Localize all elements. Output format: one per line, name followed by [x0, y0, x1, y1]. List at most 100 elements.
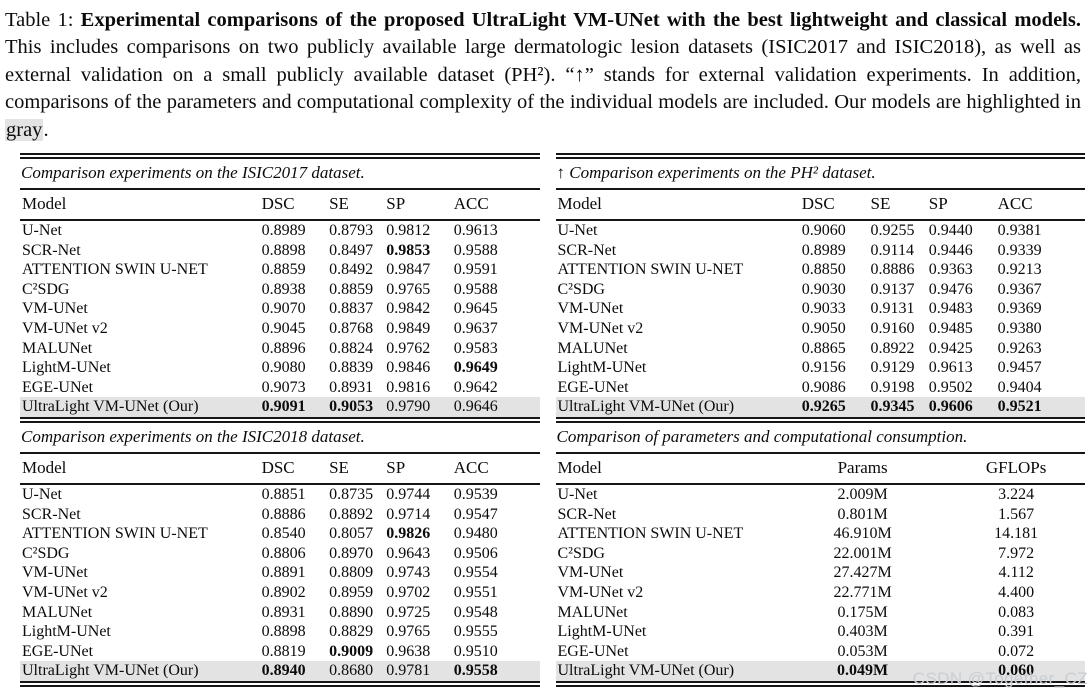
- metric-value: 0.9790: [386, 398, 431, 416]
- column-header: Model: [557, 457, 602, 477]
- caption-period: .: [43, 118, 49, 141]
- column-header: DSC: [801, 194, 835, 214]
- metric-value: 0.9826: [386, 525, 431, 543]
- column-header: SP: [386, 457, 406, 477]
- model-name: EGE-UNet: [557, 642, 629, 660]
- model-name: U-Net: [557, 222, 598, 240]
- metric-value: 0.9339: [997, 241, 1042, 259]
- table-row: VM-UNet v2 22.771M 4.400: [556, 583, 1086, 603]
- metric-value: 0.9643: [386, 544, 431, 562]
- metric-value: 0.083: [998, 603, 1035, 621]
- metric-value: 0.060: [998, 662, 1035, 680]
- subtable-title: Comparison experiments on the ISIC2017 d…: [21, 163, 365, 183]
- highlighted-table-row: UltraLight VM-UNet (Our) 0.9091 0.9053 0.97…: [20, 397, 540, 417]
- model-name: EGE-UNet: [557, 378, 629, 396]
- table-row: VM-UNet v2 0.9050 0.9160 0.9485 0.9380: [556, 319, 1086, 339]
- table-row: U-Net 0.8851 0.8735 0.9744 0.9539: [20, 485, 540, 505]
- metric-value: 0.9765: [386, 623, 431, 641]
- metric-value: 0.9198: [870, 378, 915, 396]
- table-row: MALUNet 0.8896 0.8824 0.9762 0.9583: [20, 339, 540, 359]
- metric-value: 0.9030: [801, 280, 846, 298]
- metric-value: 0.801M: [837, 505, 888, 523]
- model-name: VM-UNet: [22, 300, 88, 318]
- metric-value: 0.9446: [928, 241, 973, 259]
- table-row: VM-UNet 0.8891 0.8809 0.9743 0.9554: [20, 563, 540, 583]
- table-row: ATTENTION SWIN U-NET 0.8859 0.8492 0.9847 0.…: [20, 260, 540, 280]
- table-row: LightM-UNet 0.8898 0.8829 0.9765 0.9555: [20, 622, 540, 642]
- model-name: ATTENTION SWIN U-NET: [557, 525, 744, 543]
- metric-value: 0.9425: [928, 339, 973, 357]
- tables-grid: Comparison experiments on the ISIC2017 d…: [0, 144, 1089, 687]
- model-name: VM-UNet v2: [22, 583, 108, 601]
- column-header: ACC: [453, 457, 489, 477]
- metric-value: 0.9369: [997, 300, 1042, 318]
- metric-value: 0.9033: [801, 300, 846, 318]
- model-name: C²SDG: [22, 280, 70, 298]
- table-row: C²SDG 0.9030 0.9137 0.9476 0.9367: [556, 280, 1086, 300]
- metric-value: 0.9744: [386, 485, 431, 503]
- metric-value: 0.9847: [386, 261, 431, 279]
- table-row: C²SDG 0.8806 0.8970 0.9643 0.9506: [20, 544, 540, 564]
- table-row: EGE-UNet 0.9073 0.8931 0.9816 0.9642: [20, 378, 540, 398]
- metric-value: 0.8902: [261, 583, 306, 601]
- column-header: SP: [928, 194, 948, 214]
- metric-value: 0.8959: [329, 583, 374, 601]
- metric-value: 0.8735: [329, 485, 374, 503]
- watermark: CSDN @Together_CZ: [912, 669, 1088, 688]
- table-row: EGE-UNet 0.8819 0.9009 0.9638 0.9510: [20, 642, 540, 662]
- table-row: EGE-UNet 0.053M 0.072: [556, 642, 1086, 662]
- model-name: UltraLight VM-UNet (Our): [22, 662, 199, 680]
- metric-value: 46.910M: [833, 525, 892, 543]
- metric-value: 0.9842: [386, 300, 431, 318]
- model-name: C²SDG: [557, 544, 605, 562]
- metric-value: 0.049M: [837, 662, 889, 680]
- caption-bold-title: Experimental comparisons of the proposed…: [80, 9, 1081, 31]
- metric-value: 0.9765: [386, 280, 431, 298]
- table-body: U-Net 0.9060 0.9255 0.9440 0.9381 SCR-Net 0.89…: [555, 221, 1086, 417]
- table-row: SCR-Net 0.8898 0.8497 0.9853 0.9588: [20, 241, 540, 261]
- metric-value: 3.224: [998, 485, 1035, 503]
- metric-value: 0.053M: [837, 642, 888, 660]
- metric-value: 0.9114: [870, 241, 914, 259]
- table-row: U-Net 0.9060 0.9255 0.9440 0.9381: [556, 221, 1086, 241]
- metric-value: 0.9050: [801, 320, 846, 337]
- model-name: UltraLight VM-UNet (Our): [557, 662, 735, 680]
- metric-value: 2.009M: [837, 485, 888, 503]
- metric-value: 0.9485: [928, 320, 973, 337]
- metric-value: 0.9265: [801, 398, 846, 416]
- metric-value: 0.9649: [453, 359, 498, 377]
- rule: [555, 451, 1085, 454]
- table-row: SCR-Net 0.8886 0.8892 0.9714 0.9547: [20, 505, 540, 525]
- metric-value: 0.403M: [837, 623, 888, 641]
- metric-value: 0.9539: [453, 485, 498, 503]
- metric-value: 0.175M: [837, 603, 888, 621]
- table-row: EGE-UNet 0.9086 0.9198 0.9502 0.9404: [556, 378, 1086, 398]
- table-row: MALUNet 0.8931 0.8890 0.9725 0.9548: [20, 603, 540, 623]
- highlighted-table-row: UltraLight VM-UNet (Our) 0.049M 0.060: [555, 661, 1085, 681]
- rule: [20, 482, 540, 485]
- model-name: SCR-Net: [22, 241, 81, 259]
- metric-value: 0.8859: [261, 261, 306, 279]
- metric-value: 0.8497: [329, 241, 374, 259]
- table-row: SCR-Net 0.8989 0.9114 0.9446 0.9339: [556, 241, 1086, 261]
- metric-value: 0.9554: [453, 564, 498, 582]
- table-caption: Table 1: Experimental comparisons of the…: [0, 0, 1089, 144]
- table-row: C²SDG 22.001M 7.972: [556, 544, 1086, 564]
- table-row: LightM-UNet 0.9156 0.9129 0.9613 0.9457: [556, 358, 1086, 378]
- subtable-isic2018: Comparison experiments on the ISIC2018 d…: [20, 423, 540, 681]
- mid-rule: [20, 416, 540, 423]
- metric-value: 0.8989: [801, 241, 846, 259]
- metric-value: 0.9743: [386, 564, 431, 582]
- caption-label: Table 1:: [5, 9, 81, 31]
- metric-value: 0.9646: [453, 398, 498, 416]
- caption-highlighted-word: gray: [5, 118, 44, 141]
- metric-value: 0.8809: [329, 564, 374, 582]
- metric-value: 0.9345: [870, 398, 915, 416]
- metric-value: 0.8931: [261, 603, 306, 621]
- model-name: U-Net: [22, 222, 62, 240]
- metric-value: 0.9714: [386, 505, 431, 523]
- metric-value: 0.9086: [801, 378, 846, 396]
- column-header: Model: [22, 457, 67, 477]
- metric-value: 0.9053: [329, 398, 374, 416]
- table-row: SCR-Net 0.801M 1.567: [556, 505, 1086, 525]
